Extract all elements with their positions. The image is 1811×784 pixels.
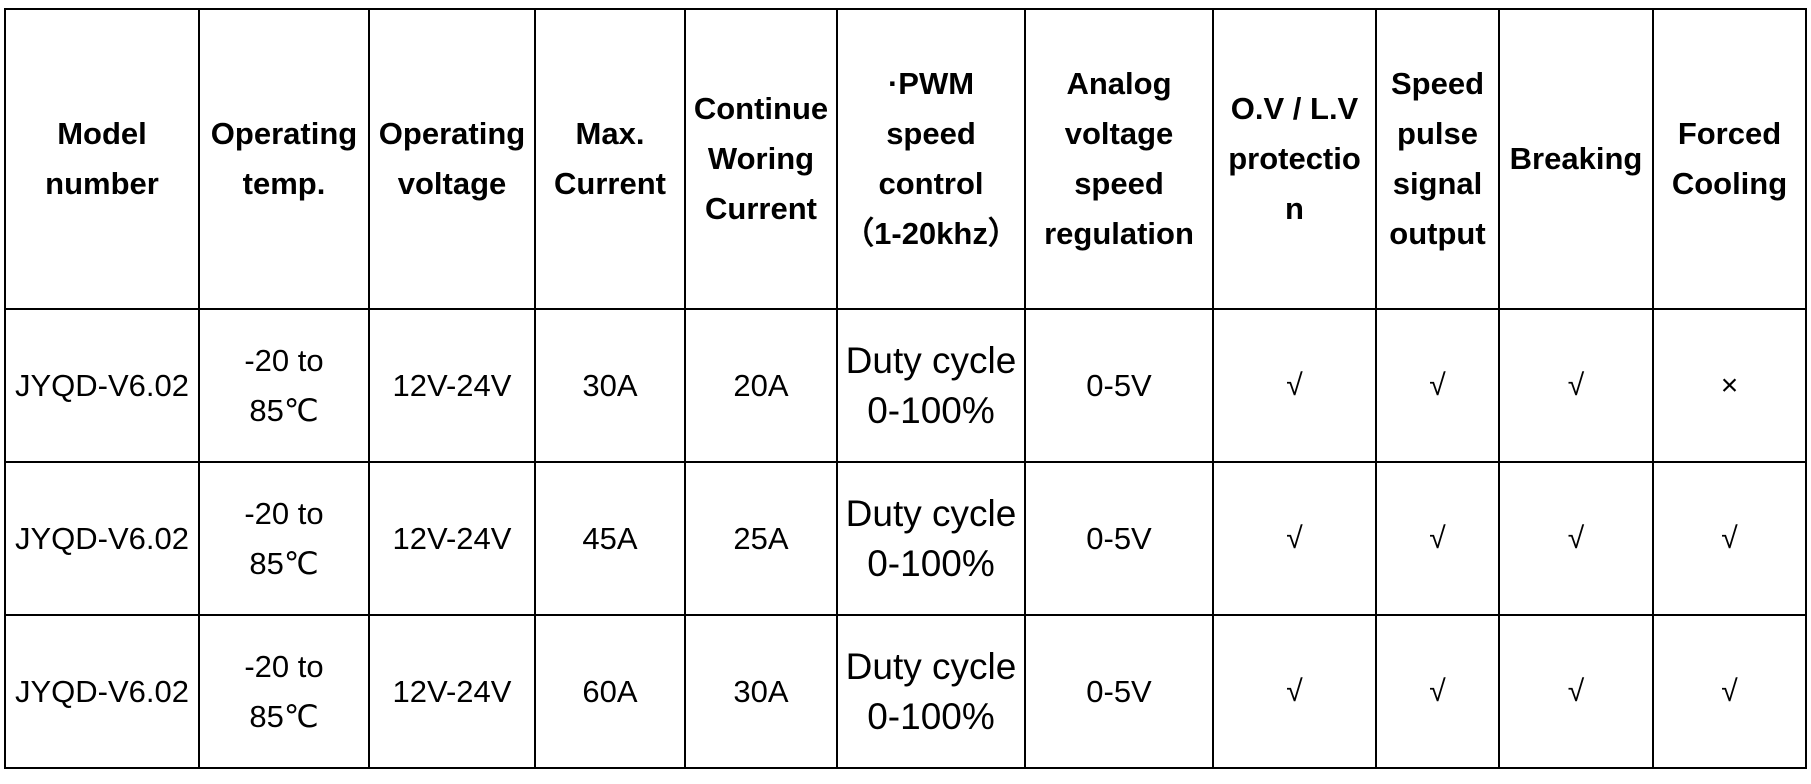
header-forced-cooling: Forced Cooling xyxy=(1652,8,1807,310)
cell-pwm: Duty cycle 0-100% xyxy=(836,308,1026,463)
cell-temp: -20 to 85℃ xyxy=(198,461,370,616)
cell-continue-current: 30A xyxy=(684,614,838,769)
header-operating-temp: Operating temp. xyxy=(198,8,370,310)
cell-voltage: 12V-24V xyxy=(368,308,536,463)
cell-cooling: √ xyxy=(1652,461,1807,616)
cell-model: JYQD-V6.02 xyxy=(4,461,200,616)
cell-continue-current: 20A xyxy=(684,308,838,463)
cell-breaking: √ xyxy=(1498,614,1654,769)
table-row: JYQD-V6.02 -20 to 85℃ 12V-24V 45A 25A Du… xyxy=(4,461,1807,616)
cell-model: JYQD-V6.02 xyxy=(4,308,200,463)
cell-max-current: 30A xyxy=(534,308,686,463)
header-max-current: Max. Current xyxy=(534,8,686,310)
cell-voltage: 12V-24V xyxy=(368,461,536,616)
cell-breaking: √ xyxy=(1498,461,1654,616)
cell-protection: √ xyxy=(1212,614,1377,769)
cell-protection: √ xyxy=(1212,461,1377,616)
cell-pwm: Duty cycle 0-100% xyxy=(836,461,1026,616)
header-row: Model number Operating temp. Operating v… xyxy=(4,8,1807,310)
cell-breaking: √ xyxy=(1498,308,1654,463)
table-row: JYQD-V6.02 -20 to 85℃ 12V-24V 60A 30A Du… xyxy=(4,614,1807,769)
header-analog-voltage: Analog voltage speed regulation xyxy=(1024,8,1214,310)
cell-continue-current: 25A xyxy=(684,461,838,616)
cell-analog: 0-5V xyxy=(1024,308,1214,463)
cell-analog: 0-5V xyxy=(1024,614,1214,769)
header-continue-current: Continue Woring Current xyxy=(684,8,838,310)
cell-protection: √ xyxy=(1212,308,1377,463)
cell-pulse: √ xyxy=(1375,614,1500,769)
header-ov-lv-protection: O.V / L.V protectio n xyxy=(1212,8,1377,310)
cell-cooling: × xyxy=(1652,308,1807,463)
cell-max-current: 45A xyxy=(534,461,686,616)
cell-analog: 0-5V xyxy=(1024,461,1214,616)
cell-temp: -20 to 85℃ xyxy=(198,614,370,769)
cell-cooling: √ xyxy=(1652,614,1807,769)
header-breaking: Breaking xyxy=(1498,8,1654,310)
cell-pwm: Duty cycle 0-100% xyxy=(836,614,1026,769)
header-model-number: Model number xyxy=(4,8,200,310)
spec-table: Model number Operating temp. Operating v… xyxy=(4,8,1807,769)
header-speed-pulse-output: Speed pulse signal output xyxy=(1375,8,1500,310)
table-row: JYQD-V6.02 -20 to 85℃ 12V-24V 30A 20A Du… xyxy=(4,308,1807,463)
cell-model: JYQD-V6.02 xyxy=(4,614,200,769)
cell-max-current: 60A xyxy=(534,614,686,769)
cell-pulse: √ xyxy=(1375,308,1500,463)
cell-temp: -20 to 85℃ xyxy=(198,308,370,463)
cell-pulse: √ xyxy=(1375,461,1500,616)
header-operating-voltage: Operating voltage xyxy=(368,8,536,310)
cell-voltage: 12V-24V xyxy=(368,614,536,769)
header-pwm-speed-control: ·PWM speed control （1-20khz） xyxy=(836,8,1026,310)
